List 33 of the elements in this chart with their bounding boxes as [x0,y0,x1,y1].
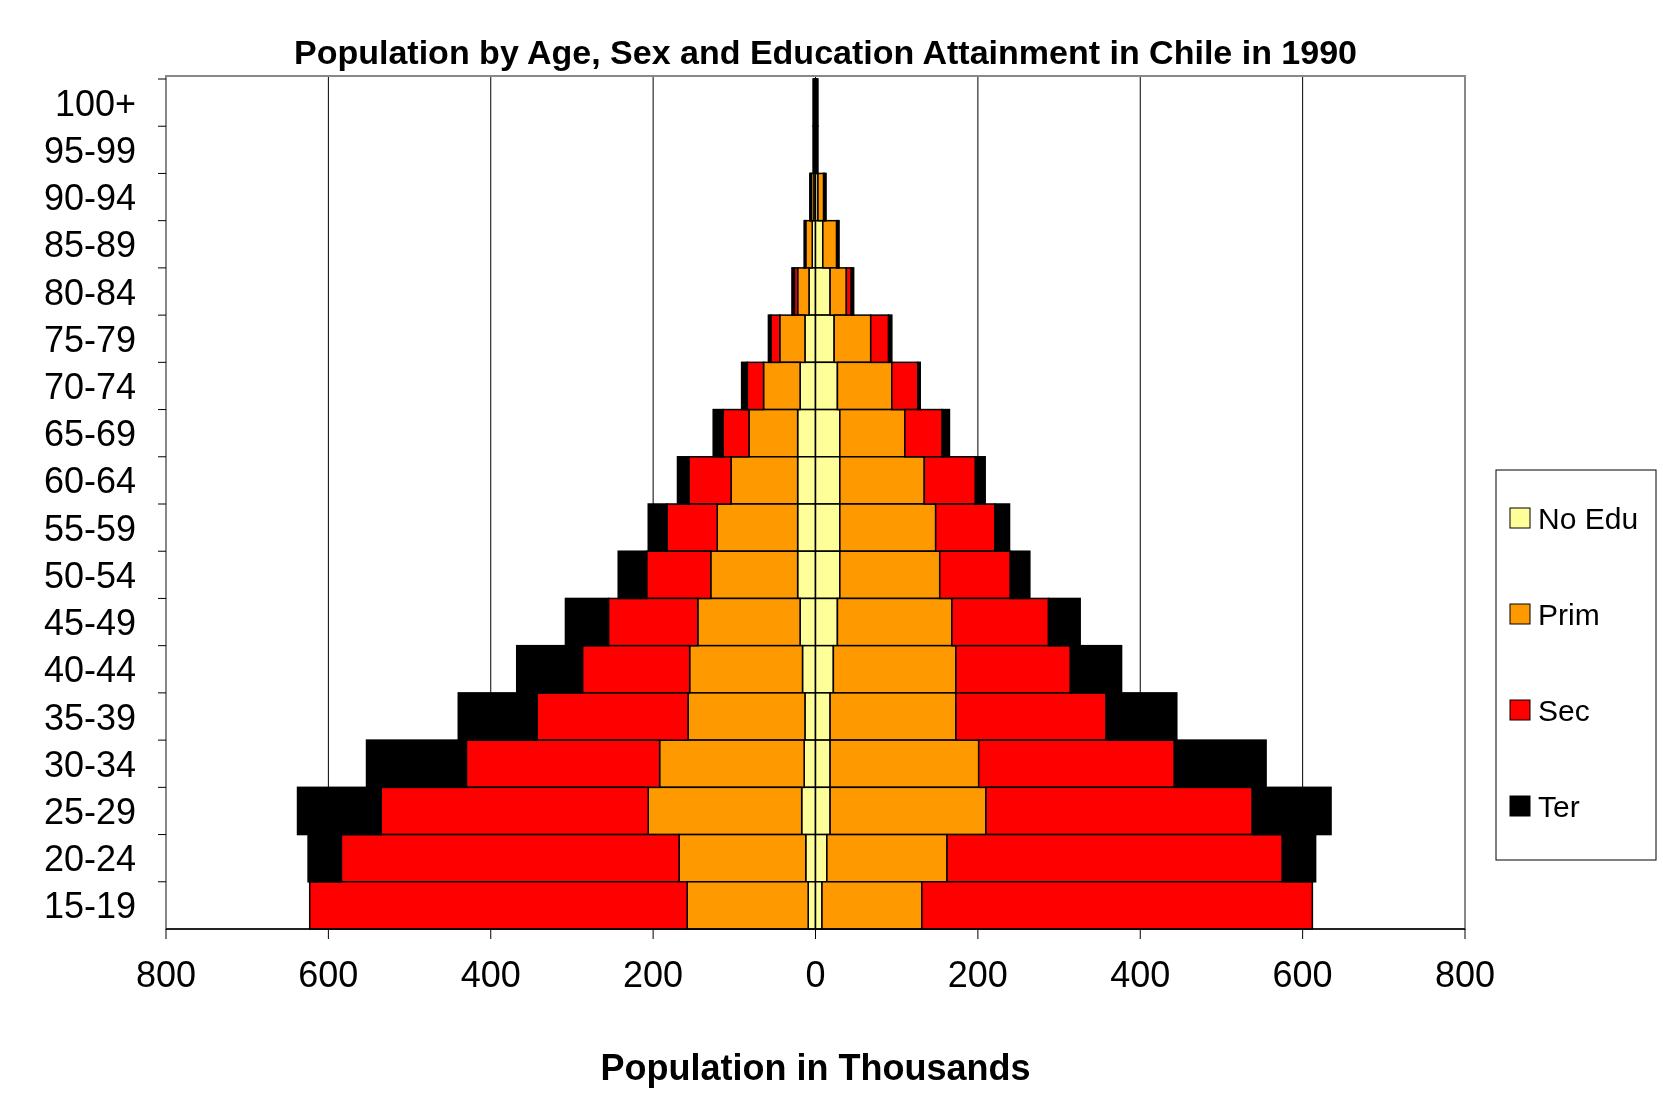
x-tick-label: 200 [947,954,1008,995]
legend-label: Prim [1538,598,1600,631]
y-tick-label: 60-64 [43,460,136,502]
y-tick-label: 50-54 [43,554,136,596]
y-tick-label: 65-69 [43,413,136,455]
y-tick-label: 45-49 [43,602,136,644]
y-tick-label: 40-44 [43,649,136,691]
y-tick-label: 80-84 [43,271,136,313]
x-tick-label: 600 [1272,954,1333,995]
y-tick-label: 15-19 [43,885,136,927]
y-tick-label: 30-34 [43,743,136,785]
legend-label: Sec [1538,694,1590,727]
y-tick-label: 95-99 [43,129,136,171]
y-tick-label: 25-29 [43,790,136,832]
legend-label: Ter [1538,790,1580,823]
y-tick-label: 90-94 [43,177,136,219]
x-tick-label: 800 [1434,954,1496,995]
x-tick-label: 0 [805,954,826,995]
x-tick-label: 400 [1110,954,1171,995]
chart-title: Population by Age, Sex and Education Attainment in Chile in 1990 [294,33,1357,71]
x-tick-label: 600 [298,954,359,995]
y-tick-label: 55-59 [43,507,136,549]
y-tick-label: 35-39 [43,696,136,738]
y-tick-label: 20-24 [43,838,136,880]
y-tick-label: 70-74 [43,365,136,407]
x-tick-label: 400 [460,954,521,995]
x-tick-label: 200 [623,954,684,995]
x-axis-title: Population in Thousands [600,1047,1031,1088]
y-tick-label: 100+ [54,82,136,124]
y-tick-label: 85-89 [43,224,136,266]
legend-label: No Edu [1538,502,1639,535]
x-tick-label: 800 [135,954,197,995]
y-tick-label: 75-79 [43,318,136,360]
